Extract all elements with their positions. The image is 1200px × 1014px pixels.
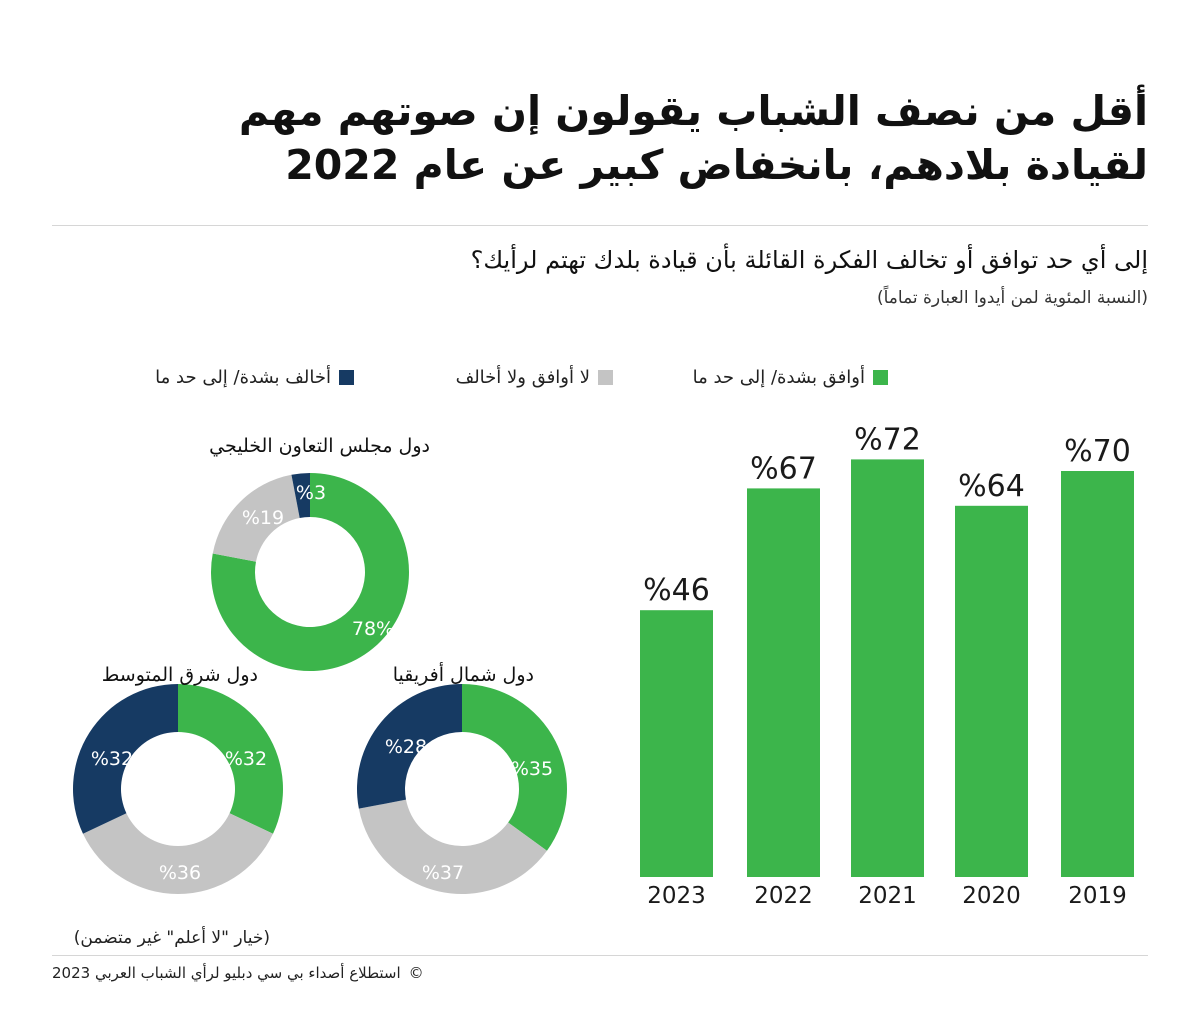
donut-north-africa-slice-1 (358, 799, 547, 895)
donut-east-med-slice-0 (178, 684, 283, 834)
copyright-symbol: © (408, 964, 424, 982)
divider-bottom (52, 955, 1148, 956)
donut-east-med-label-0: %32 (225, 748, 267, 770)
legend-item-disagree: أخالف بشدة/ إلى حد ما (155, 364, 354, 390)
donut-north-africa-slice-0 (462, 684, 568, 851)
bar-value-label-2021: %72 (854, 422, 921, 457)
legend-swatch-neutral (598, 369, 613, 385)
donut-east-med-slice-1 (82, 813, 274, 895)
legend-label-neutral: لا أوافق ولا أخالف (455, 366, 590, 388)
chart-footnote: (خيار "لا أعلم" غير متضمن) (73, 928, 270, 948)
donut-east-med-slice-2 (72, 684, 178, 834)
donut-gcc-slice-2 (291, 473, 310, 518)
bar-2023 (640, 610, 713, 877)
donut-gcc-title: دول مجلس التعاون الخليجي (209, 435, 430, 457)
bar-value-label-2023: %46 (643, 573, 710, 608)
bar-2022 (747, 488, 820, 877)
legend-item-agree: أوافق بشدة/ إلى حد ما (693, 364, 888, 390)
bar-category-label-2022: 2022 (754, 883, 813, 909)
donut-east-med-label-1: %36 (159, 862, 201, 884)
bar-category-label-2021: 2021 (858, 883, 917, 909)
legend-item-neutral: لا أوافق ولا أخالف (456, 364, 613, 390)
bar-2019 (1061, 471, 1134, 877)
source-text: استطلاع أصداء بي سي دبليو لرأي الشباب ال… (52, 964, 401, 982)
bar-value-label-2022: %67 (750, 451, 817, 486)
donut-east-med-title: دول شرق المتوسط (102, 664, 258, 686)
page-title: أقل من نصف الشباب يقولون إن صوتهم مهم لق… (148, 84, 1148, 192)
title-line-1: أقل من نصف الشباب يقولون إن صوتهم مهم (238, 87, 1148, 135)
donut-north-africa-title: دول شمال أفريقيا (393, 662, 534, 686)
bar-category-label-2023: 2023 (647, 883, 706, 909)
donut-gcc-slice-0 (211, 473, 410, 671)
bar-category-label-2019: 2019 (1068, 883, 1127, 909)
donut-east-med-label-2: %32 (91, 748, 133, 770)
survey-question: إلى أي حد توافق أو تخالف الفكرة القائلة … (470, 246, 1148, 274)
bar-2021 (851, 459, 924, 877)
donut-north-africa-label-1: %37 (422, 862, 464, 884)
bar-value-label-2020: %64 (958, 469, 1025, 504)
title-line-2: لقيادة بلادهم، بانخفاض كبير عن عام 2022 (285, 141, 1148, 189)
donut-gcc-label-2: %3 (296, 482, 326, 504)
bar-2020 (955, 505, 1028, 877)
donut-north-africa-slice-2 (357, 684, 462, 809)
source-credit: © استطلاع أصداء بي سي دبليو لرأي الشباب ا… (52, 964, 424, 982)
legend-label-disagree: أخالف بشدة/ إلى حد ما (155, 366, 331, 388)
donut-north-africa-label-0: %35 (511, 758, 553, 780)
bar-category-label-2020: 2020 (962, 883, 1021, 909)
legend-label-agree: أوافق بشدة/ إلى حد ما (692, 366, 865, 388)
legend-swatch-disagree (339, 369, 354, 385)
bar-value-label-2019: %70 (1064, 434, 1131, 469)
divider-top (52, 225, 1148, 226)
donut-gcc-slice-1 (212, 474, 300, 562)
donut-north-africa-label-2: %28 (385, 736, 427, 758)
donut-gcc-label-0: 78% (352, 618, 394, 640)
legend-swatch-agree (873, 369, 888, 385)
donut-gcc-label-1: %19 (242, 507, 284, 529)
question-note: (النسبة المئوية لمن أيدوا العبارة تماماً… (876, 288, 1148, 308)
